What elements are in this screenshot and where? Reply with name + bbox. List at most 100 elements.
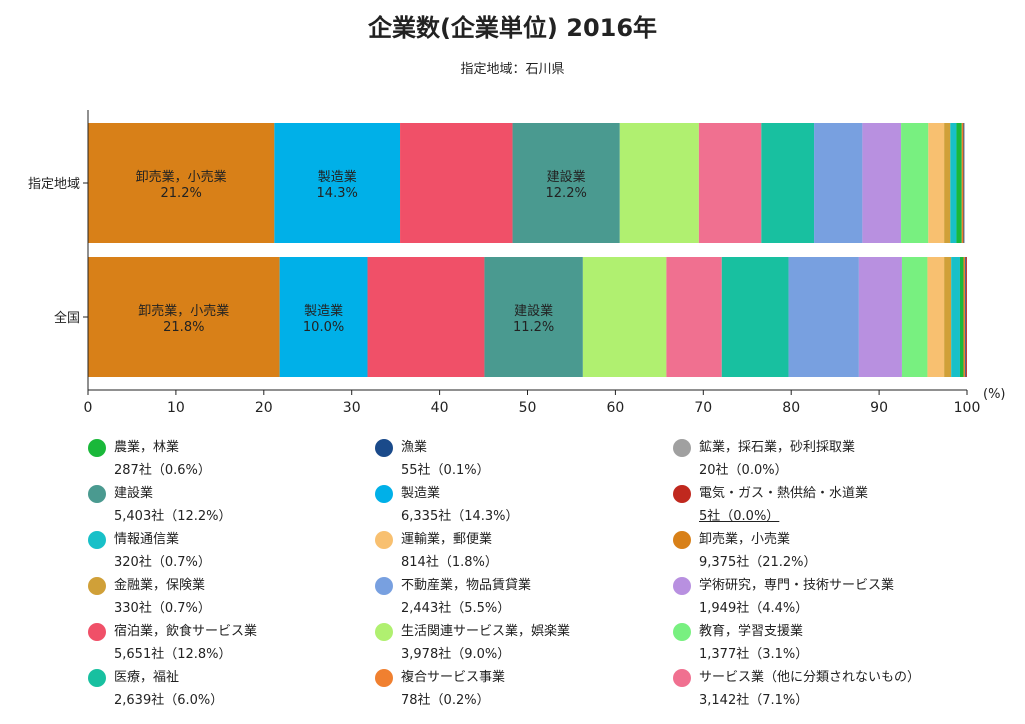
bar-segment — [928, 123, 945, 243]
x-tick-label: 100 — [954, 400, 981, 416]
legend-value: 287社（0.6%） — [114, 463, 211, 478]
legend-swatch-icon — [375, 439, 393, 457]
legend-value: 20社（0.0%） — [699, 463, 788, 478]
bar-segment — [367, 257, 485, 377]
bar-segment — [788, 257, 859, 377]
legend-name: 電気・ガス・熱供給・水道業 — [699, 486, 869, 501]
bar-segment — [944, 123, 951, 243]
x-tick-label: 80 — [782, 400, 800, 416]
legend-value: 2,443社（5.5%） — [401, 601, 511, 616]
legend-name: 教育，学習支援業 — [699, 624, 804, 639]
legend-swatch-icon — [88, 577, 106, 595]
legend-name: 宿泊業，飲食サービス業 — [114, 624, 258, 639]
legend-value: 78社（0.2%） — [401, 693, 490, 708]
x-tick-label: 40 — [431, 400, 449, 416]
legend-name: 漁業 — [401, 440, 428, 455]
bar-label-value: 21.2% — [161, 186, 202, 201]
bar-label-value: 10.0% — [303, 320, 344, 335]
legend-name: 学術研究，専門・技術サービス業 — [699, 578, 895, 593]
legend-swatch-icon — [673, 485, 691, 503]
legend-name: 鉱業，採石業，砂利採取業 — [699, 440, 856, 455]
legend-value: 330社（0.7%） — [114, 601, 211, 616]
bar-label-value: 12.2% — [546, 186, 587, 201]
legend-swatch-icon — [88, 531, 106, 549]
legend-value: 3,142社（7.1%） — [699, 693, 809, 708]
bar-label-name: 卸売業，小売業 — [136, 169, 227, 185]
y-tick-label: 全国 — [54, 310, 80, 326]
x-tick-label: 60 — [606, 400, 624, 416]
bar-segment — [279, 257, 368, 377]
legend-swatch-icon — [673, 623, 691, 641]
legend-value: 2,639社（6.0%） — [114, 693, 224, 708]
bar-segment — [956, 123, 962, 243]
legend-name: 情報通信業 — [114, 532, 180, 547]
bar-label-name: 製造業 — [304, 303, 343, 319]
chart-title: 企業数(企業単位) 2016年 — [367, 14, 658, 42]
bar-segment — [963, 257, 966, 377]
legend-name: 不動産業，物品賃貸業 — [401, 578, 532, 593]
legend-value: 1,949社（4.4%） — [699, 601, 809, 616]
legend-name: 医療，福祉 — [114, 670, 180, 685]
bar-segment — [274, 123, 401, 243]
legend-value: 5,651社（12.8%） — [114, 647, 232, 662]
legend-swatch-icon — [375, 623, 393, 641]
legend-name: 生活関連サービス業，娯楽業 — [401, 624, 571, 639]
legend-swatch-icon — [375, 531, 393, 549]
legend-swatch-icon — [88, 439, 106, 457]
bar-label-name: 建設業 — [547, 169, 586, 185]
x-tick-label: 50 — [519, 400, 537, 416]
legend-name: 金融業，保険業 — [114, 578, 206, 593]
legend-value: 6,335社（14.3%） — [401, 509, 519, 524]
chart-subtitle: 指定地域：石川県 — [460, 62, 565, 77]
bar-segment — [963, 123, 965, 243]
bar-segment — [400, 123, 513, 243]
bar-segment — [966, 257, 967, 377]
bar-label-name: 製造業 — [318, 169, 357, 185]
legend-value: 9,375社（21.2%） — [699, 555, 817, 570]
bar-segment — [484, 257, 583, 377]
bar-label-value: 14.3% — [317, 186, 358, 201]
legend-value: 320社（0.7%） — [114, 555, 211, 570]
bar-label-value: 11.2% — [513, 320, 554, 335]
bar-segment — [959, 257, 964, 377]
legend-swatch-icon — [88, 485, 106, 503]
bar-segment — [721, 257, 789, 377]
legend-swatch-icon — [88, 623, 106, 641]
legend-name: 製造業 — [401, 486, 441, 501]
x-tick-label: 20 — [255, 400, 273, 416]
bar-segment — [951, 257, 960, 377]
legend-name: サービス業（他に分類されないもの） — [699, 670, 921, 685]
legend-swatch-icon — [375, 577, 393, 595]
legend-value: 3,978社（9.0%） — [401, 647, 511, 662]
bar-segment — [901, 257, 928, 377]
legend-swatch-icon — [375, 485, 393, 503]
bar-segment — [666, 257, 722, 377]
bar-segment — [698, 123, 762, 243]
legend-swatch-icon — [375, 669, 393, 687]
bar-segment — [858, 257, 902, 377]
x-axis-unit: (%) — [983, 387, 1006, 402]
y-tick-label: 指定地域 — [28, 177, 80, 192]
bar-segment — [965, 257, 967, 377]
legend-value: 814社（1.8%） — [401, 555, 498, 570]
bar-segment — [761, 123, 815, 243]
legend-name: 建設業 — [114, 486, 154, 501]
legend-value: 55社（0.1%） — [401, 463, 490, 478]
x-tick-label: 70 — [694, 400, 712, 416]
legend-value: 5,403社（12.2%） — [114, 509, 232, 524]
x-tick-label: 30 — [343, 400, 361, 416]
legend-swatch-icon — [673, 531, 691, 549]
legend-name: 複合サービス事業 — [401, 670, 506, 685]
legend-swatch-icon — [673, 439, 691, 457]
bar-segment — [901, 123, 929, 243]
bar-segment — [950, 123, 957, 243]
legend-name: 運輸業，郵便業 — [401, 532, 493, 547]
bar-segment — [927, 257, 945, 377]
legend-swatch-icon — [673, 577, 691, 595]
bar-segment — [814, 123, 863, 243]
bar-label-name: 卸売業，小売業 — [138, 303, 229, 319]
x-tick-label: 90 — [870, 400, 888, 416]
legend-value: 5社（0.0%） — [699, 509, 780, 524]
bar-label-name: 建設業 — [514, 303, 553, 319]
